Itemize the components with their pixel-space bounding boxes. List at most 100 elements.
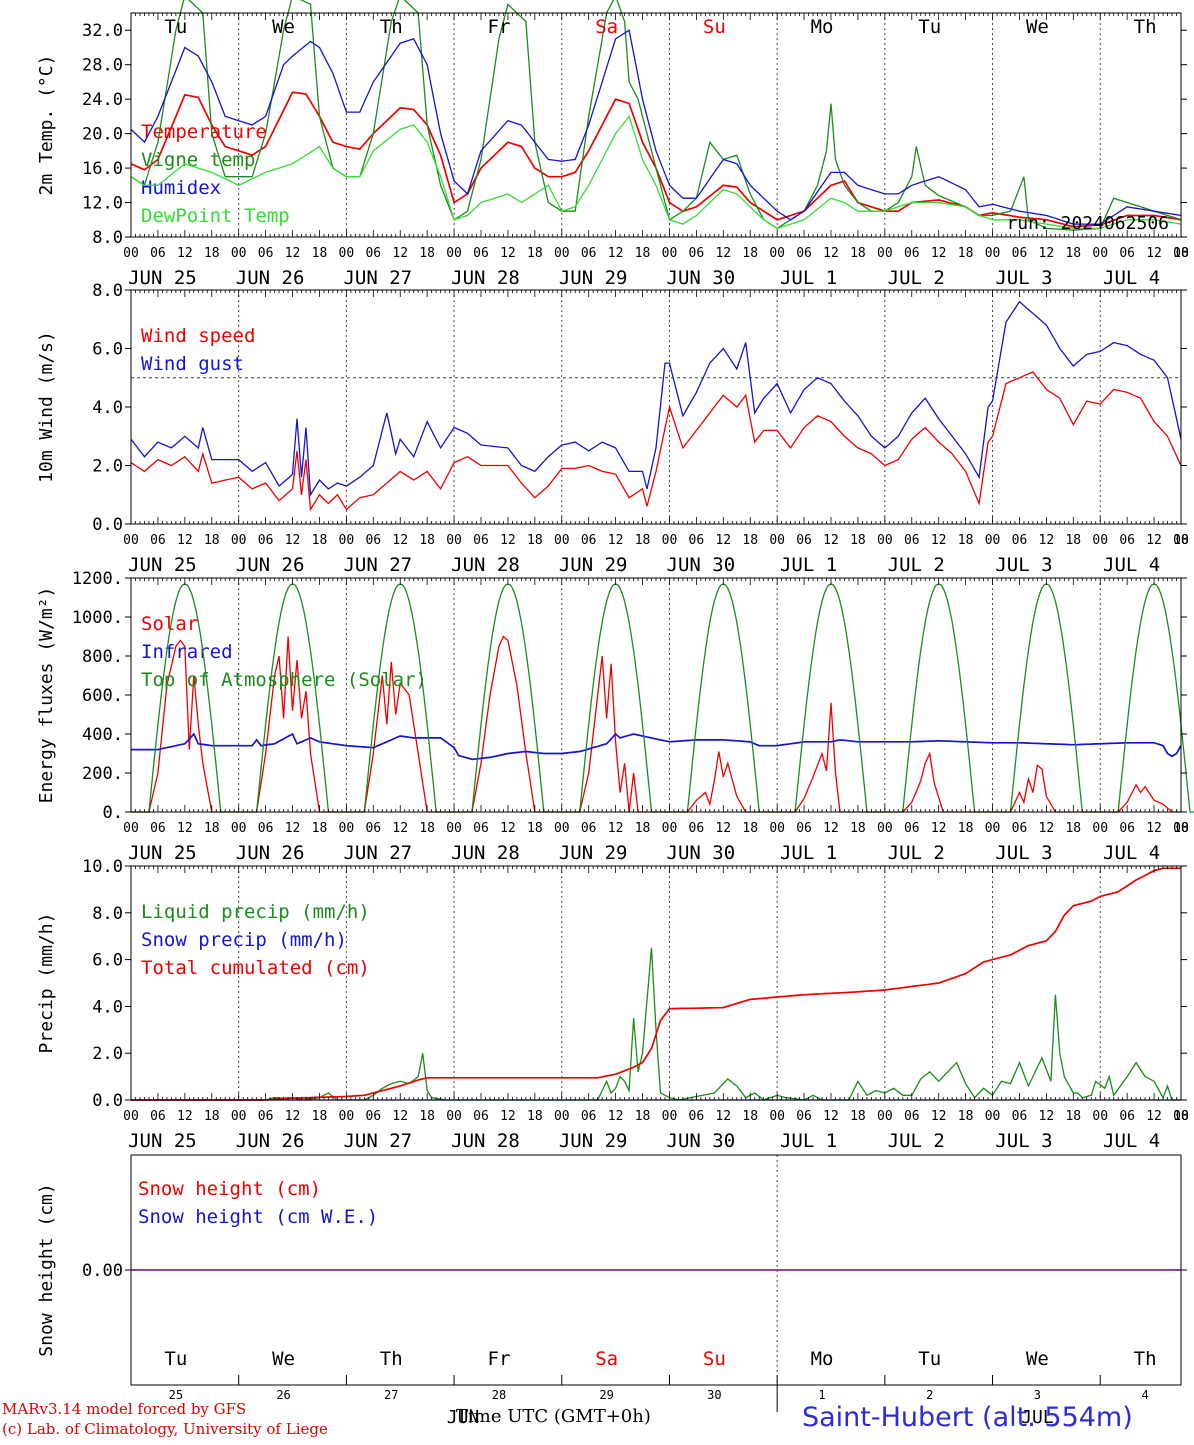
x-hour-label: 00	[231, 533, 247, 548]
precip-legend-2: Total cumulated (cm)	[141, 957, 370, 979]
day-of-week-bottom: We	[1026, 1348, 1049, 1370]
wind-legend-1: Wind gust	[141, 353, 244, 375]
x-hour-label: 18	[850, 533, 866, 548]
x-hour-label: 06	[150, 246, 166, 261]
day-of-week-bottom: Su	[703, 1348, 726, 1370]
x-hour-label: 00	[123, 821, 139, 836]
x-hour-label: 18	[419, 1109, 435, 1124]
y-tick-label: 32.0	[82, 21, 123, 41]
x-date-label: JUL 1	[780, 1130, 837, 1152]
x-hour-label: 12	[1146, 533, 1162, 548]
x-hour-label: 18	[635, 246, 651, 261]
y-tick-label: 20.0	[82, 125, 123, 145]
x-hour-label: 12	[285, 821, 301, 836]
day-of-week-top: Th	[380, 16, 403, 38]
wind-y-axis-label: 10m Wind (m/s)	[36, 331, 57, 483]
x-hour-label: 00	[1173, 1109, 1189, 1124]
x-date-label: JUN 25	[128, 1130, 197, 1152]
x-date-label: JUL 1	[780, 554, 837, 576]
x-date-label: JUL 2	[888, 842, 945, 864]
x-date-label: JUL 3	[995, 1130, 1052, 1152]
x-hour-label: 12	[285, 246, 301, 261]
x-hour-label: 18	[204, 1109, 220, 1124]
day-of-week-top: Fr	[488, 16, 511, 38]
x-hour-label: 06	[904, 1109, 920, 1124]
temp-legend-1: Vigne temp	[141, 149, 255, 171]
x-date-label: JUL 1	[780, 842, 837, 864]
day-number: 1	[818, 1388, 825, 1402]
model-credit: MARv3.14 model forced by GFS	[2, 1400, 247, 1418]
x-date-label: JUN 26	[236, 842, 305, 864]
x-hour-label: 12	[823, 246, 839, 261]
x-hour-label: 12	[500, 246, 516, 261]
x-hour-label: 12	[931, 246, 947, 261]
x-date-label: JUL 3	[995, 267, 1052, 289]
station-name: Saint-Hubert (alt. 554m)	[802, 1402, 1133, 1433]
x-date-label: JUL 3	[995, 554, 1052, 576]
x-hour-label: 12	[608, 821, 624, 836]
day-of-week-bottom: Mo	[811, 1348, 834, 1370]
x-hour-label: 18	[742, 533, 758, 548]
x-hour-label: 12	[608, 246, 624, 261]
month-label: JUL	[1021, 1407, 1054, 1428]
x-hour-label: 18	[419, 246, 435, 261]
x-hour-label: 06	[1119, 533, 1135, 548]
day-of-week-top: We	[1026, 16, 1049, 38]
x-hour-label: 18	[419, 533, 435, 548]
x-hour-label: 00	[769, 821, 785, 836]
y-tick-label: 400.	[82, 725, 123, 745]
x-hour-label: 18	[1173, 821, 1189, 836]
y-tick-label: 8.0	[92, 904, 123, 924]
energy-legend-0: Solar	[141, 613, 198, 635]
x-hour-label: 12	[1039, 533, 1055, 548]
day-number: 29	[599, 1388, 613, 1402]
energy-legend-2: Top of Atmosphere (Solar)	[141, 669, 427, 691]
x-date-label: JUN 25	[128, 554, 197, 576]
x-hour-label: 12	[823, 821, 839, 836]
x-hour-label: 06	[150, 821, 166, 836]
x-hour-label: 00	[877, 246, 893, 261]
day-number: 26	[276, 1388, 290, 1402]
wind-series-0	[130, 371, 1182, 512]
energy-legend-1: Infrared	[141, 641, 233, 663]
precip-y-axis-label: Precip (mm/h)	[36, 913, 57, 1054]
x-hour-label: 00	[446, 821, 462, 836]
x-hour-label: 06	[473, 533, 489, 548]
y-tick-label: 200.	[82, 764, 123, 784]
energy-series-1	[131, 732, 1182, 761]
y-tick-label: 12.0	[82, 194, 123, 214]
x-hour-label: 12	[500, 533, 516, 548]
x-hour-label: 06	[1119, 246, 1135, 261]
y-tick-label: 800.	[82, 647, 123, 667]
x-hour-label: 00	[1092, 1109, 1108, 1124]
x-hour-label: 06	[1012, 533, 1028, 548]
snow-legend-1: Snow height (cm W.E.)	[138, 1206, 378, 1228]
x-hour-label: 12	[608, 533, 624, 548]
x-hour-label: 12	[608, 1109, 624, 1124]
x-date-label: JUN 26	[236, 1130, 305, 1152]
x-hour-label: 18	[1173, 246, 1189, 261]
x-hour-label: 06	[904, 246, 920, 261]
x-hour-label: 12	[392, 1109, 408, 1124]
x-hour-label: 00	[985, 246, 1001, 261]
x-hour-label: 00	[877, 821, 893, 836]
x-hour-label: 18	[958, 246, 974, 261]
x-hour-label: 00	[446, 246, 462, 261]
x-date-label: JUN 29	[559, 842, 628, 864]
x-hour-label: 06	[150, 533, 166, 548]
x-hour-label: 06	[689, 821, 705, 836]
x-hour-label: 06	[1119, 821, 1135, 836]
snow-y-axis-label: Snow height (cm)	[36, 1183, 57, 1356]
x-hour-label: 18	[1065, 533, 1081, 548]
x-hour-label: 00	[231, 246, 247, 261]
x-hour-label: 06	[796, 1109, 812, 1124]
day-of-week-top: Mo	[811, 16, 834, 38]
x-hour-label: 12	[177, 533, 193, 548]
temp-legend-0: Temperature	[141, 121, 267, 143]
wind-frame	[130, 289, 1182, 525]
x-hour-label: 12	[715, 1109, 731, 1124]
x-hour-label: 12	[177, 821, 193, 836]
x-hour-label: 06	[1012, 246, 1028, 261]
temp-frame	[130, 12, 1182, 238]
